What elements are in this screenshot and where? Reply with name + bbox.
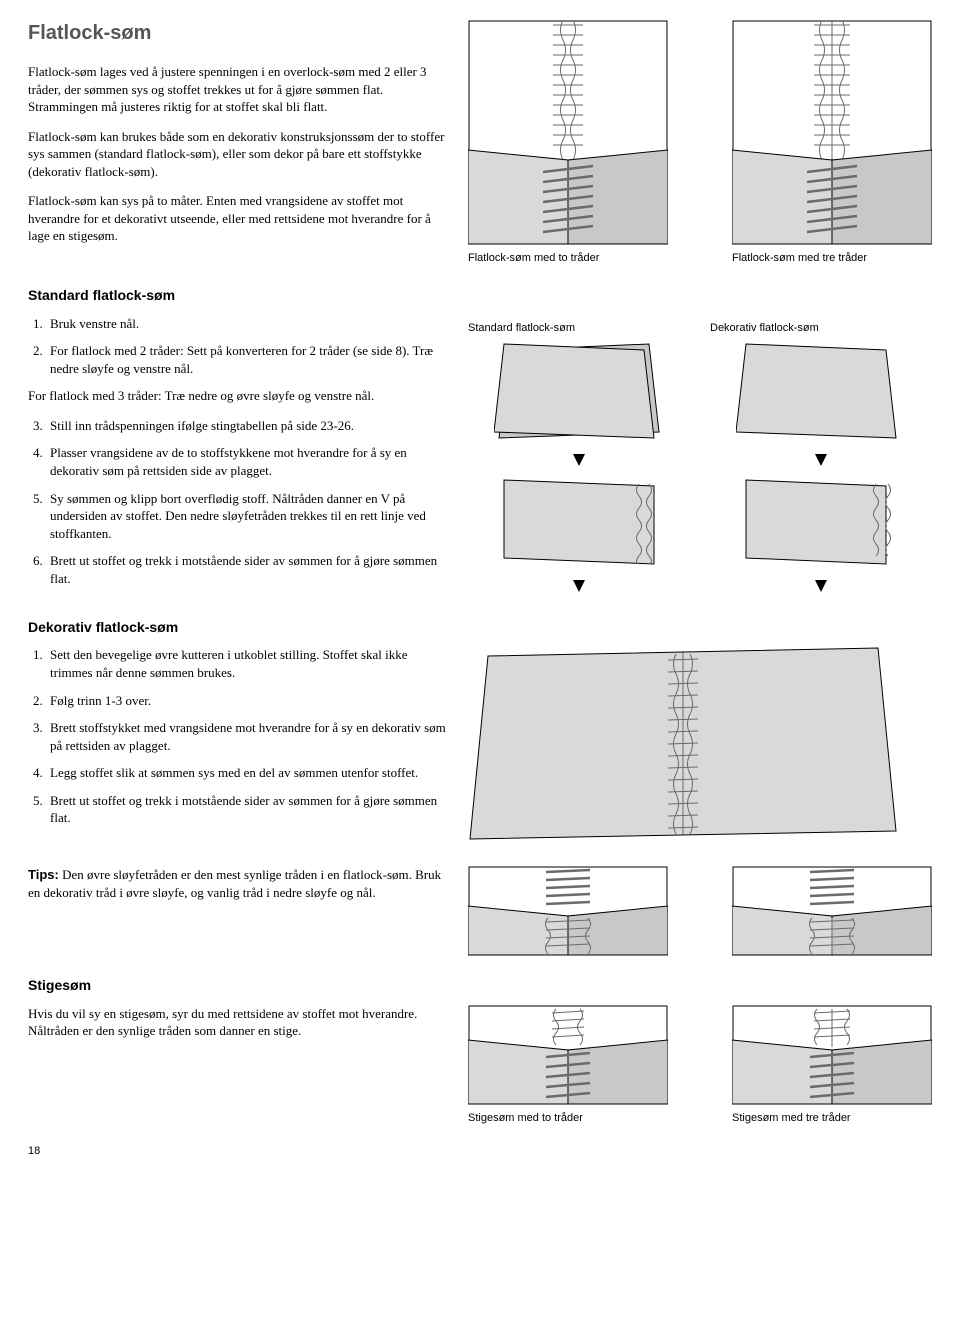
fig-flatlock-2: Flatlock-søm med to tråder xyxy=(468,20,668,266)
fig4-caption: Dekorativ flatlock-søm xyxy=(710,321,819,336)
fig-stige-2: Stigesøm med to tråder xyxy=(468,1005,668,1126)
dekorativ-list: Sett den bevegelige øvre kutteren i utko… xyxy=(28,646,448,826)
std-step-6: Brett ut stoffet og trekk i motstående s… xyxy=(46,552,448,587)
fig-dek-1 xyxy=(736,342,906,442)
section-dekorativ: Sett den bevegelige øvre kutteren i utko… xyxy=(28,646,932,846)
std-step-4: Plasser vrangsidene av de to stoffstykke… xyxy=(46,444,448,479)
section-tips: Tips: Den øvre sløyfetråden er den mest … xyxy=(28,866,932,956)
fig-flatlock-3-svg xyxy=(732,20,932,245)
std-step-2b: For flatlock med 3 tråder: Træ nedre og … xyxy=(28,387,448,405)
fig-stige-3: Stigesøm med tre tråder xyxy=(732,1005,932,1126)
tips-body: Den øvre sløyfetråden er den mest synlig… xyxy=(28,867,441,900)
intro-p3: Flatlock-søm kan sys på to måter. Enten … xyxy=(28,192,448,245)
dek-step-3: Brett stoffstykket med vrangsidene mot h… xyxy=(46,719,448,754)
dekorativ-text: Sett den bevegelige øvre kutteren i utko… xyxy=(28,646,448,846)
fig-std-1 xyxy=(494,342,664,442)
standard-text: Bruk venstre nål. For flatlock med 2 trå… xyxy=(28,315,448,598)
fig-standard-col: Standard flatlock-søm xyxy=(468,315,690,598)
stigesom-text: Hvis du vil sy en stigesøm, syr du med r… xyxy=(28,1005,448,1126)
arrow-down-icon xyxy=(815,454,827,466)
stigesom-para: Hvis du vil sy en stigesøm, syr du med r… xyxy=(28,1005,448,1040)
std-step-3: Still inn trådspenningen ifølge stingtab… xyxy=(46,417,448,435)
standard-list: Bruk venstre nål. For flatlock med 2 trå… xyxy=(28,315,448,588)
dek-step-2: Følg trinn 1-3 over. xyxy=(46,692,448,710)
tips-para: Tips: Den øvre sløyfetråden er den mest … xyxy=(28,866,448,901)
section-intro: Flatlock-søm Flatlock-søm lages ved å ju… xyxy=(28,20,932,266)
fig-flatlock-2-svg xyxy=(468,20,668,245)
std-step-2: For flatlock med 2 tråder: Sett på konve… xyxy=(46,342,448,405)
intro-p2: Flatlock-søm kan brukes både som en deko… xyxy=(28,128,448,181)
dek-step-4: Legg stoffet slik at sømmen sys med en d… xyxy=(46,764,448,782)
standard-figures: Standard flatlock-søm Dekorativ flatlock… xyxy=(468,315,932,598)
dekorativ-figure xyxy=(468,646,932,846)
fig5-caption: Stigesøm med to tråder xyxy=(468,1111,583,1126)
arrow-down-icon xyxy=(573,580,585,592)
std-step-5: Sy sømmen og klipp bort overflødig stoff… xyxy=(46,490,448,543)
page-number: 18 xyxy=(28,1144,932,1159)
std-step-2a: For flatlock med 2 tråder: Sett på konve… xyxy=(50,343,433,376)
fig-flatlock-3: Flatlock-søm med tre tråder xyxy=(732,20,932,266)
intro-text: Flatlock-søm Flatlock-søm lages ved å ju… xyxy=(28,20,448,266)
tips-text: Tips: Den øvre sløyfetråden er den mest … xyxy=(28,866,448,956)
arrow-down-icon xyxy=(815,580,827,592)
standard-heading: Standard flatlock-søm xyxy=(28,286,932,305)
fig-std-2 xyxy=(494,478,664,568)
fig2-caption: Flatlock-søm med tre tråder xyxy=(732,251,867,266)
stigesom-figures: Stigesøm med to tråder Stigesøm med tre … xyxy=(468,1005,932,1126)
stigesom-heading: Stigesøm xyxy=(28,976,932,995)
fig3-caption: Standard flatlock-søm xyxy=(468,321,575,336)
fig-dekorativ-col: Dekorativ flatlock-søm xyxy=(710,315,932,598)
dekorativ-heading: Dekorativ flatlock-søm xyxy=(28,618,932,637)
fig-dek-2 xyxy=(736,478,906,568)
tips-label: Tips: xyxy=(28,867,59,882)
fig-tips-2 xyxy=(732,866,932,956)
intro-figures: Flatlock-søm med to tråder Flatlock-søm … xyxy=(468,20,932,266)
section-stigesom: Hvis du vil sy en stigesøm, syr du med r… xyxy=(28,1005,932,1126)
dek-step-5: Brett ut stoffet og trekk i motstående s… xyxy=(46,792,448,827)
fig1-caption: Flatlock-søm med to tråder xyxy=(468,251,599,266)
fig-tips-1 xyxy=(468,866,668,956)
page-title: Flatlock-søm xyxy=(28,20,448,47)
tips-figures xyxy=(468,866,932,956)
std-step-1: Bruk venstre nål. xyxy=(46,315,448,333)
dek-step-1: Sett den bevegelige øvre kutteren i utko… xyxy=(46,646,448,681)
arrow-down-icon xyxy=(573,454,585,466)
fig6-caption: Stigesøm med tre tråder xyxy=(732,1111,851,1126)
intro-p1: Flatlock-søm lages ved å justere spennin… xyxy=(28,63,448,116)
section-standard: Bruk venstre nål. For flatlock med 2 trå… xyxy=(28,315,932,598)
fig-stige-3-svg xyxy=(732,1005,932,1105)
fig-stige-2-svg xyxy=(468,1005,668,1105)
fig-big-open xyxy=(468,646,898,841)
